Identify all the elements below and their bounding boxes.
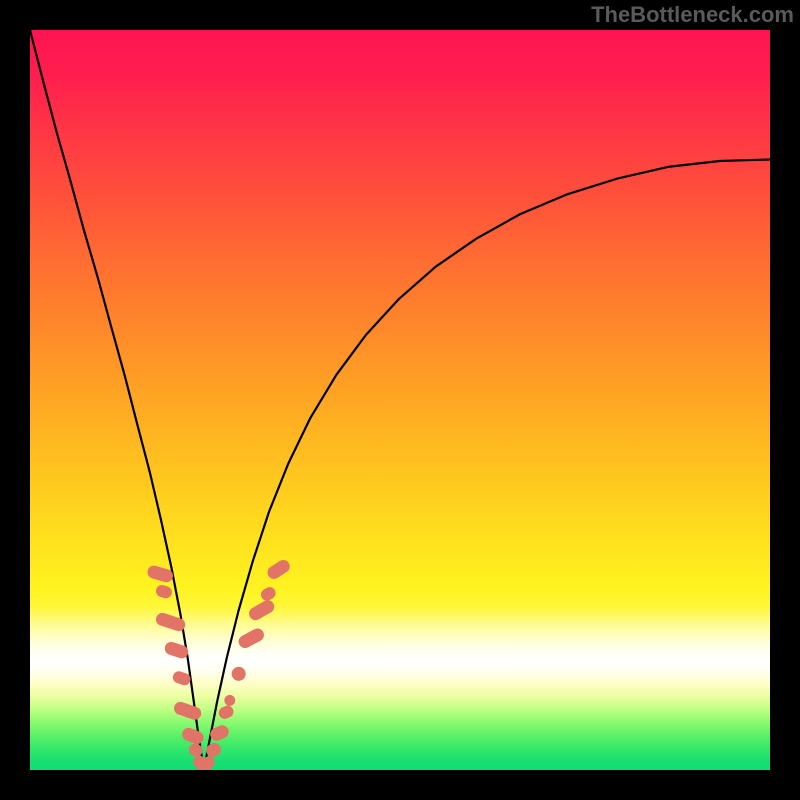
plot-svg bbox=[30, 30, 770, 770]
plot-background bbox=[30, 30, 770, 770]
plot-area bbox=[30, 30, 770, 770]
figure-root: TheBottleneck.com bbox=[0, 0, 800, 800]
watermark-text: TheBottleneck.com bbox=[591, 2, 794, 28]
